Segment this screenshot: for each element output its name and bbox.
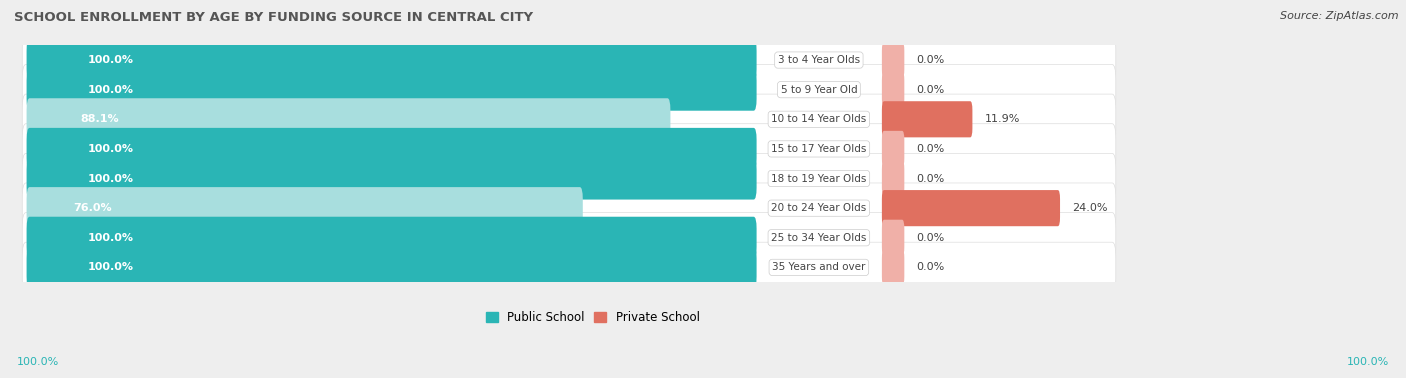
Text: 11.9%: 11.9%: [984, 114, 1021, 124]
Text: 18 to 19 Year Olds: 18 to 19 Year Olds: [770, 174, 866, 184]
FancyBboxPatch shape: [27, 217, 756, 259]
FancyBboxPatch shape: [27, 39, 756, 81]
Text: 76.0%: 76.0%: [73, 203, 112, 213]
FancyBboxPatch shape: [882, 101, 973, 137]
FancyBboxPatch shape: [22, 242, 1116, 293]
Text: 0.0%: 0.0%: [917, 262, 945, 273]
FancyBboxPatch shape: [22, 212, 1116, 263]
Text: 0.0%: 0.0%: [917, 233, 945, 243]
Text: 24.0%: 24.0%: [1073, 203, 1108, 213]
FancyBboxPatch shape: [22, 65, 1116, 115]
Text: 0.0%: 0.0%: [917, 85, 945, 94]
Text: 100.0%: 100.0%: [87, 174, 134, 184]
FancyBboxPatch shape: [22, 124, 1116, 174]
FancyBboxPatch shape: [27, 158, 756, 200]
FancyBboxPatch shape: [22, 153, 1116, 204]
FancyBboxPatch shape: [882, 249, 904, 285]
Text: 100.0%: 100.0%: [87, 85, 134, 94]
FancyBboxPatch shape: [882, 71, 904, 108]
Text: 100.0%: 100.0%: [1347, 357, 1389, 367]
FancyBboxPatch shape: [882, 220, 904, 256]
Legend: Public School, Private School: Public School, Private School: [481, 306, 704, 328]
FancyBboxPatch shape: [27, 187, 582, 229]
FancyBboxPatch shape: [27, 128, 756, 170]
FancyBboxPatch shape: [27, 246, 756, 288]
FancyBboxPatch shape: [882, 131, 904, 167]
Text: 0.0%: 0.0%: [917, 174, 945, 184]
FancyBboxPatch shape: [22, 183, 1116, 233]
FancyBboxPatch shape: [27, 98, 671, 140]
Text: 100.0%: 100.0%: [87, 262, 134, 273]
Text: SCHOOL ENROLLMENT BY AGE BY FUNDING SOURCE IN CENTRAL CITY: SCHOOL ENROLLMENT BY AGE BY FUNDING SOUR…: [14, 11, 533, 24]
Text: 0.0%: 0.0%: [917, 55, 945, 65]
Text: 88.1%: 88.1%: [80, 114, 120, 124]
Text: 100.0%: 100.0%: [87, 233, 134, 243]
Text: Source: ZipAtlas.com: Source: ZipAtlas.com: [1281, 11, 1399, 21]
FancyBboxPatch shape: [882, 190, 1060, 226]
Text: 100.0%: 100.0%: [17, 357, 59, 367]
Text: 3 to 4 Year Olds: 3 to 4 Year Olds: [778, 55, 860, 65]
FancyBboxPatch shape: [882, 42, 904, 78]
FancyBboxPatch shape: [22, 94, 1116, 144]
Text: 10 to 14 Year Olds: 10 to 14 Year Olds: [772, 114, 866, 124]
FancyBboxPatch shape: [22, 35, 1116, 85]
Text: 20 to 24 Year Olds: 20 to 24 Year Olds: [772, 203, 866, 213]
Text: 35 Years and over: 35 Years and over: [772, 262, 866, 273]
Text: 5 to 9 Year Old: 5 to 9 Year Old: [780, 85, 858, 94]
Text: 100.0%: 100.0%: [87, 144, 134, 154]
Text: 25 to 34 Year Olds: 25 to 34 Year Olds: [770, 233, 866, 243]
Text: 0.0%: 0.0%: [917, 144, 945, 154]
FancyBboxPatch shape: [882, 160, 904, 197]
FancyBboxPatch shape: [27, 69, 756, 111]
Text: 100.0%: 100.0%: [87, 55, 134, 65]
Text: 15 to 17 Year Olds: 15 to 17 Year Olds: [770, 144, 866, 154]
